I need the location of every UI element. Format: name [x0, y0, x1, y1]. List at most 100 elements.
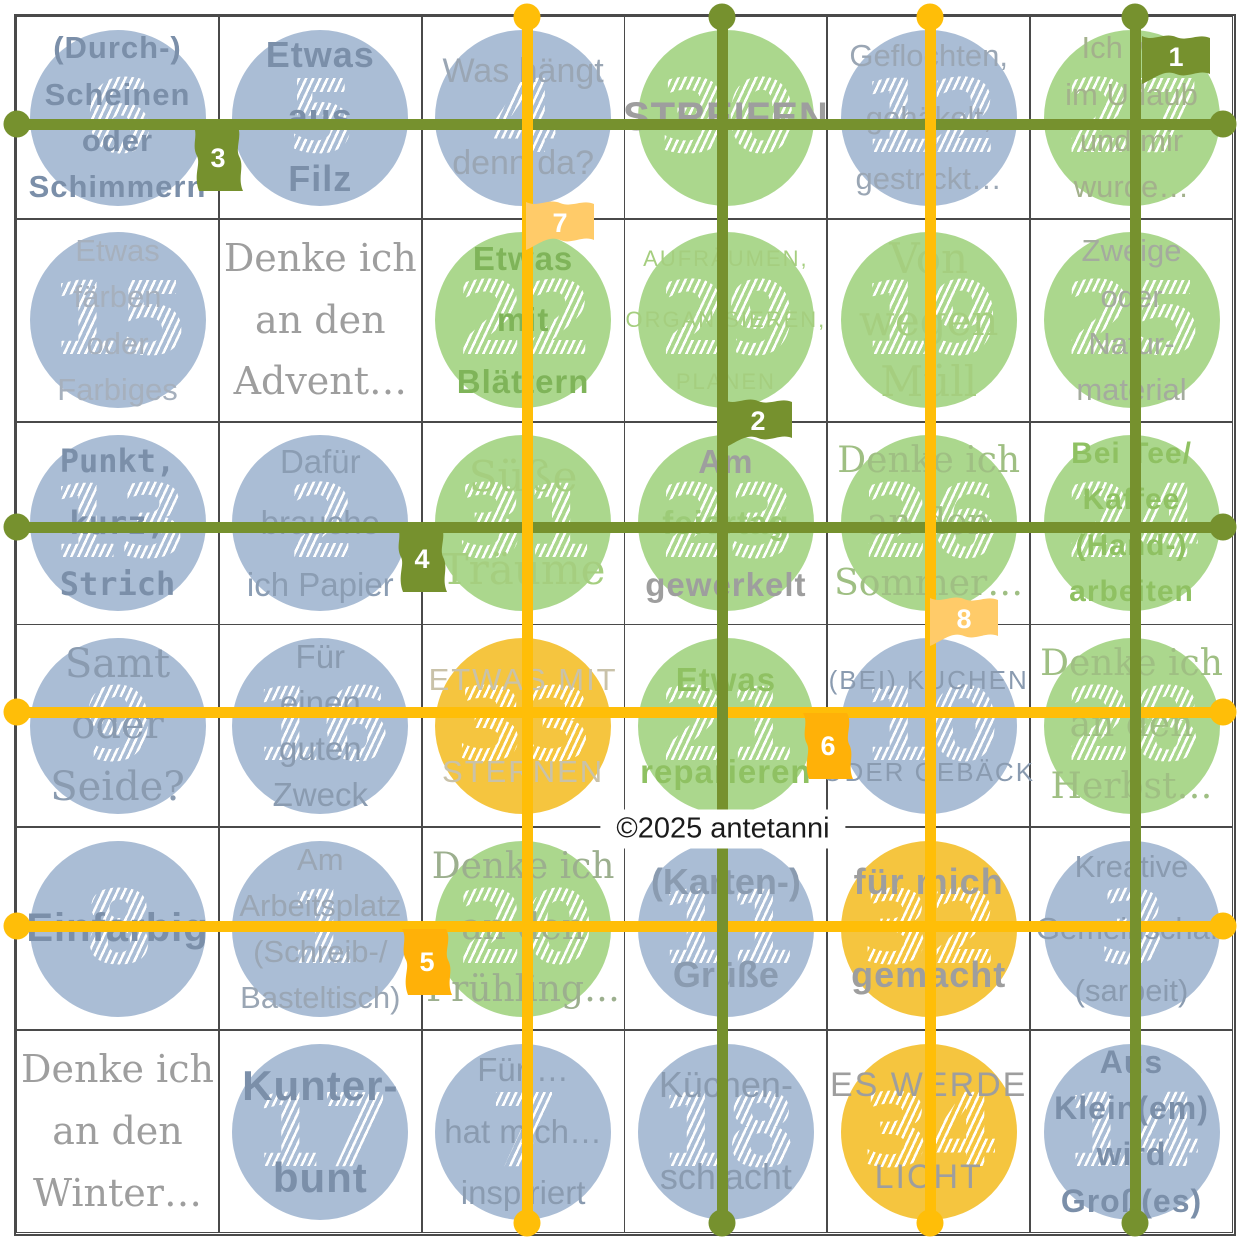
cell-text-line: Winter… [33, 1170, 202, 1215]
cell-text-line: Am [297, 841, 344, 877]
bingo-cell-r5c1[interactable]: 17 Kunter-bunt [218, 1030, 422, 1233]
cell-text-line: Denke ich [21, 1047, 214, 1092]
cell-text: (BEI) KUCHEN ODER GEBÄCK [822, 633, 1033, 818]
cell-circle [29, 232, 206, 409]
bingo-cell-r5c2[interactable]: 7 Für … hat mich… inspiriert [421, 1030, 625, 1233]
bingo-cell-r4c2[interactable]: 20 Denke ich an den Frühling… [421, 827, 625, 1031]
cell-text-line: gemacht [851, 953, 1007, 995]
cell-text: Aus Klein(em) wird Groß(es) [1027, 1039, 1236, 1224]
cell-text: Ich war im Urlaub und mir wurde… [1027, 25, 1236, 210]
bingo-cell-r0c1[interactable]: 5 Etwas aus Filz [216, 16, 425, 219]
cell-text-line: Denke ich [1040, 642, 1223, 684]
cell-text-line: ETWAS MIT [428, 661, 618, 697]
cell-text-line: Samt [64, 640, 171, 687]
bingo-cell-r1c4[interactable]: 19 Von wegen Müll [824, 218, 1033, 422]
bingo-cell-r2c0[interactable]: 13 Punkt, kurz, Strich [16, 421, 219, 625]
cell-text: Was hängt denn da? [419, 25, 628, 210]
cell-text: Etwas aus Filz [216, 25, 425, 210]
cell-text-line: wegen [858, 295, 999, 345]
cell-text: Denke ich an den Winter… [13, 1039, 222, 1224]
bingo-cell-r3c0[interactable]: 9 Samt oder Seide? [16, 624, 219, 828]
cell-text: Bei Tee/Kaffee (Hand-) arbeiten [1027, 431, 1236, 616]
cell-text-line: Punkt, [59, 442, 176, 481]
bingo-cell-r3c2[interactable]: 33 ETWAS MIT STERNEN [421, 624, 625, 828]
cell-text-line: Kunter- [242, 1061, 399, 1109]
bingo-cell-r3c1[interactable]: 16 Für einen guten Zweck [218, 624, 422, 828]
bingo-cell-r4c5[interactable]: 3 Kreative Gemeinschaft (sarbeit) [1027, 827, 1236, 1031]
bingo-cell-r5c5[interactable]: 14 Aus Klein(em) wird Groß(es) [1030, 1030, 1233, 1233]
cell-text: Etwas reparieren [621, 633, 830, 818]
cell-text-line: hat mich… [444, 1112, 602, 1150]
cell-text-line: gestrickt… [855, 161, 1002, 197]
cell-text: Denke ich an den Herbst… [1027, 633, 1236, 818]
cell-text: Etwas färben oder Farbiges [13, 228, 222, 413]
cell-text-line: (Karten-) [650, 861, 801, 902]
cell-text-line: Für … [477, 1051, 569, 1089]
bingo-cell-r2c3[interactable]: 23 Am feiertag gewerkelt [621, 421, 830, 625]
cell-text-line: Arbeitsplatz [239, 887, 402, 923]
bingo-cell-r1c3[interactable]: 29 AUFRÄUMEN, ORGANISIEREN, PLANEN [621, 218, 830, 422]
cell-text-line: feiertag [662, 504, 790, 542]
cell-text-line: Geflochten, [849, 38, 1008, 74]
cell-circle [29, 637, 206, 814]
cell-text-line: STREIFEN [622, 94, 829, 139]
bingo-cell-r0c4[interactable]: 12 Geflochten, gehäkelt, gestrickt… [827, 16, 1031, 219]
cell-text-line: Träume [440, 544, 606, 594]
bingo-cell-r3c4[interactable]: 10 (BEI) KUCHEN ODER GEBÄCK [822, 624, 1033, 828]
cell-circle [232, 29, 409, 206]
cell-text-line: guten [279, 730, 362, 768]
cell-text-line: ich Papier [246, 565, 394, 603]
bingo-cell-r2c1[interactable]: 2 Dafür brauche ich Papier [218, 421, 422, 625]
cell-text: Von wegen Müll [824, 228, 1033, 413]
bingo-cell-r0c3[interactable]: 30 STREIFEN [622, 16, 829, 219]
bingo-cell-r1c5[interactable]: 25 Zweige oder Natur-material [1030, 218, 1233, 422]
cell-text-line: Seide? [50, 763, 185, 810]
cell-text: (Karten-) Grüße [621, 836, 830, 1021]
cell-text-line: Strich [59, 565, 176, 604]
cell-text-line: Klein(em) [1054, 1090, 1209, 1127]
bingo-cell-r2c5[interactable]: 24 Bei Tee/Kaffee (Hand-) arbeiten [1027, 421, 1236, 625]
bingo-cell-r1c1[interactable]: Denke ich an den Advent… [218, 218, 422, 422]
cell-text: Kreative Gemeinschaft (sarbeit) [1027, 836, 1236, 1021]
cell-text-line: Natur- [1088, 325, 1175, 361]
cell-text-line: Grüße [672, 953, 779, 995]
bingo-cell-r0c2[interactable]: 4 Was hängt denn da? [419, 16, 628, 219]
cell-text-line: Von [889, 233, 969, 283]
cell-text-line: an den [866, 501, 991, 543]
bingo-cell-r5c3[interactable]: 18 Küchen-schlacht [624, 1030, 828, 1233]
cell-text-line: Zweck [272, 776, 368, 814]
cell-text-line: färben [73, 279, 162, 315]
cell-circle [232, 637, 409, 814]
bingo-cell-r5c0[interactable]: Denke ich an den Winter… [16, 1030, 219, 1233]
cell-text-line: aus [287, 96, 353, 138]
cell-text: Am feiertag gewerkelt [621, 431, 830, 616]
cell-number: 6 [83, 57, 155, 177]
bingo-cell-r4c0[interactable]: 8 Einfarbig [16, 827, 219, 1031]
bingo-cell-r1c2[interactable]: 22 Etwas mit Blättern [421, 218, 625, 422]
bingo-cell-r0c0[interactable]: 6 (Durch-) Scheinen oder Schimmern [16, 16, 219, 219]
bingo-cell-r4c3[interactable]: 11 (Karten-) Grüße [621, 827, 830, 1031]
cell-text-line: Aus [1099, 1043, 1164, 1080]
bingo-cell-r1c0[interactable]: 15 Etwas färben oder Farbiges [13, 218, 222, 422]
cell-number: 16 [252, 665, 391, 785]
cell-text-line: Süße [468, 452, 578, 502]
bingo-cell-r0c5[interactable]: 27 Ich war im Urlaub und mir wurde… [1030, 16, 1233, 219]
cell-text-line: mit [496, 301, 550, 339]
cell-text-line: Zweige [1081, 233, 1182, 269]
bingo-cell-r5c4[interactable]: 34 ES WERDE LICHT [827, 1030, 1031, 1233]
cell-text-line: Was hängt [442, 51, 604, 90]
cell-text-line: AUFRÄUMEN, [643, 245, 809, 271]
bingo-cell-r4c1[interactable]: 1 Am Arbeitsplatz (Schreib-/Basteltisch) [218, 827, 422, 1031]
bingo-cell-r2c2[interactable]: 31 Süße Träume [419, 421, 628, 625]
bingo-cell-r3c3[interactable]: 21 Etwas reparieren [621, 624, 830, 828]
cell-text: Süße Träume [419, 431, 628, 616]
cell-text-line: Denke ich [431, 845, 615, 887]
cell-text: AUFRÄUMEN, ORGANISIEREN, PLANEN [621, 228, 830, 413]
cell-text-line: Frühling… [426, 968, 620, 1010]
cell-text: (Durch-) Scheinen oder Schimmern [13, 25, 222, 210]
cell-text-line: ES WERDE [830, 1065, 1028, 1104]
bingo-cell-r2c4[interactable]: 26 Denke ich an den Sommer… [827, 421, 1031, 625]
bingo-cell-r3c5[interactable]: 28 Denke ich an den Herbst… [1027, 624, 1236, 828]
cell-text-line: oder [71, 702, 164, 749]
bingo-cell-r4c4[interactable]: 32 für mich gemacht [827, 827, 1031, 1031]
